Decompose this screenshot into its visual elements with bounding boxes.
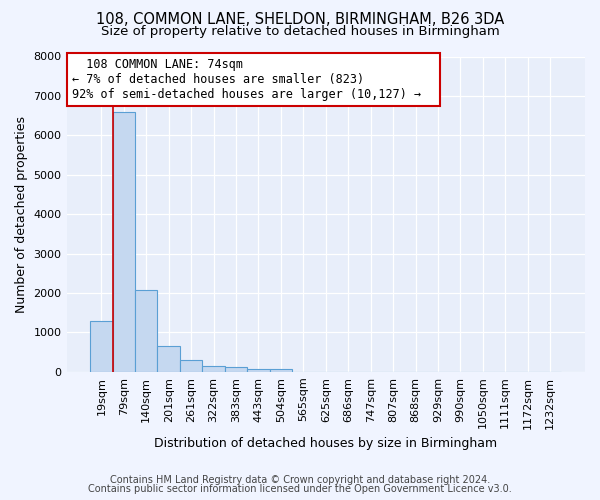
Text: 108, COMMON LANE, SHELDON, BIRMINGHAM, B26 3DA: 108, COMMON LANE, SHELDON, BIRMINGHAM, B… — [96, 12, 504, 28]
Text: Contains public sector information licensed under the Open Government Licence v3: Contains public sector information licen… — [88, 484, 512, 494]
Text: Size of property relative to detached houses in Birmingham: Size of property relative to detached ho… — [101, 25, 499, 38]
Bar — [135, 290, 157, 372]
Bar — [157, 346, 180, 372]
Text: Contains HM Land Registry data © Crown copyright and database right 2024.: Contains HM Land Registry data © Crown c… — [110, 475, 490, 485]
Bar — [180, 360, 202, 372]
Y-axis label: Number of detached properties: Number of detached properties — [15, 116, 28, 312]
X-axis label: Distribution of detached houses by size in Birmingham: Distribution of detached houses by size … — [154, 437, 497, 450]
Bar — [113, 112, 135, 372]
Bar — [269, 368, 292, 372]
Bar — [225, 368, 247, 372]
Text: 108 COMMON LANE: 74sqm
← 7% of detached houses are smaller (823)
92% of semi-det: 108 COMMON LANE: 74sqm ← 7% of detached … — [72, 58, 435, 101]
Bar — [202, 366, 225, 372]
Bar — [247, 369, 269, 372]
Bar — [90, 320, 113, 372]
